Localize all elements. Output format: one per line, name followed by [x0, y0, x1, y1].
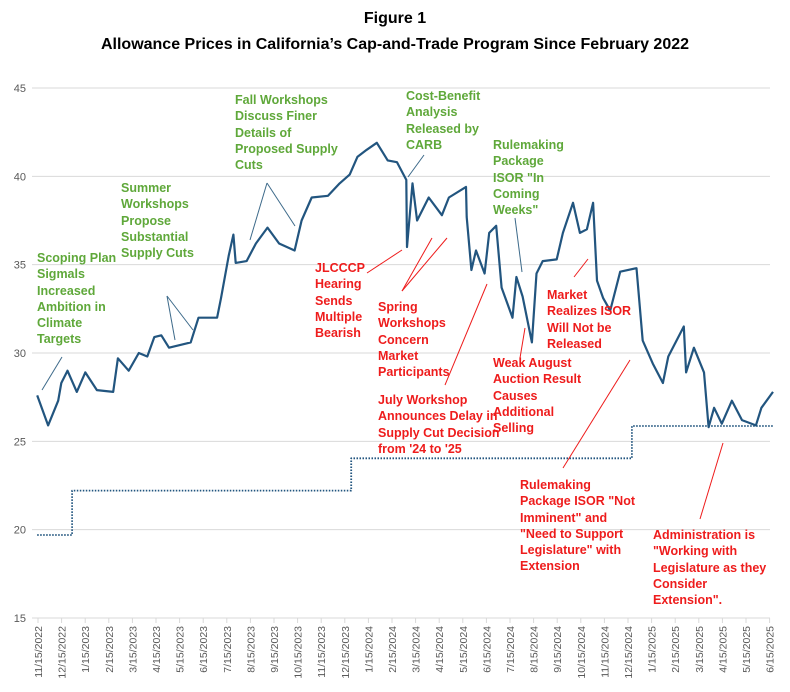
x-tick-label: 11/15/2023 — [316, 626, 328, 678]
x-tick-label: 2/15/2025 — [670, 626, 682, 673]
price-floor-line — [37, 425, 773, 536]
arrow-cba — [407, 154, 425, 178]
x-tick-label: 5/15/2024 — [458, 626, 470, 673]
price-line — [36, 141, 774, 429]
series-group — [36, 141, 774, 536]
y-tick-label: 40 — [14, 171, 26, 183]
arrow-summer-2 — [166, 295, 194, 331]
arrow-fall-1 — [249, 182, 268, 241]
x-tick-label: 3/15/2024 — [411, 626, 423, 673]
annotation-scoping-plan: Scoping Plan Sigmals Increased Ambition … — [37, 251, 117, 347]
x-tick-label: 12/15/2024 — [623, 626, 635, 679]
arrow-isor-not-imminent — [562, 359, 631, 469]
x-tick-label: 11/15/2022 — [33, 626, 45, 678]
x-tick-label: 1/15/2025 — [647, 626, 659, 673]
x-tick-label: 3/15/2023 — [127, 626, 139, 673]
annotation-summer-workshops: Summer Workshops Propose Substantial Sup… — [121, 181, 194, 261]
y-tick-label: 45 — [14, 83, 26, 95]
gridlines — [32, 87, 770, 619]
arrow-spring-1 — [401, 237, 433, 292]
x-tick-label: 1/15/2024 — [363, 626, 375, 673]
arrow-spring-2 — [401, 237, 448, 292]
x-tick-label: 6/15/2025 — [765, 626, 777, 673]
annotation-weak-august: Weak August Auction Result Causes Additi… — [493, 356, 582, 436]
annotation-isor-not-imminent: Rulemaking Package ISOR "Not Imminent" a… — [520, 478, 635, 574]
x-tick-label: 10/15/2023 — [293, 626, 305, 679]
arrow-market-realizes — [573, 258, 589, 278]
annotation-isor-coming: Rulemaking Package ISOR "In Coming Weeks… — [493, 138, 564, 218]
annotation-july-workshop: July Workshop Announces Delay in Supply … — [378, 393, 500, 456]
y-tick-label: 30 — [14, 348, 26, 360]
x-tick-label: 9/15/2023 — [269, 626, 281, 673]
arrow-fall-2 — [266, 182, 296, 227]
annotation-market-realizes: Market Realizes ISOR Will Not be Release… — [547, 288, 632, 351]
arrow-administration — [699, 442, 724, 520]
arrow-isor-coming — [514, 217, 523, 273]
x-tick-label: 9/15/2024 — [552, 626, 564, 673]
x-tick-label: 8/15/2024 — [529, 626, 541, 673]
arrow-summer-1 — [166, 295, 176, 341]
x-tick-label: 4/15/2024 — [434, 626, 446, 673]
x-tick-label: 1/15/2023 — [80, 626, 92, 673]
arrow-weak-august — [519, 327, 526, 359]
x-tick-label: 8/15/2023 — [245, 626, 257, 673]
x-tick-label: 12/15/2023 — [340, 626, 352, 679]
x-tick-label: 7/15/2024 — [505, 626, 517, 673]
arrow-july — [444, 283, 488, 386]
x-tick-label: 2/15/2024 — [387, 626, 399, 673]
x-tick-label: 12/15/2022 — [57, 626, 69, 679]
annotation-fall-workshops: Fall Workshops Discuss Finer Details of … — [235, 93, 338, 173]
y-tick-label: 15 — [14, 613, 26, 625]
arrow-jlcccp — [366, 249, 403, 274]
y-tick-label: 25 — [14, 436, 26, 448]
x-tick-label: 5/15/2023 — [175, 626, 187, 673]
x-tick-label: 11/15/2024 — [599, 626, 611, 678]
chart-title: Allowance Prices in California’s Cap-and… — [100, 36, 690, 53]
arrow-scoping — [41, 356, 63, 391]
x-tick-label: 7/15/2023 — [222, 626, 234, 673]
x-tick-label: 4/15/2025 — [717, 626, 729, 673]
x-axis-ticks: 11/15/2022 12/15/2022 1/15/2023 2/15/2023 3/… — [33, 618, 777, 679]
x-tick-label: 10/15/2024 — [576, 626, 588, 679]
x-tick-label: 2/15/2023 — [104, 626, 116, 673]
annotation-administration: Administration is "Working with Legislat… — [653, 528, 767, 608]
x-tick-label: 6/15/2024 — [481, 626, 493, 673]
annotation-spring-workshops: Spring Workshops Concern Market Particip… — [378, 300, 450, 380]
x-tick-label: 3/15/2025 — [694, 626, 706, 673]
x-tick-label: 4/15/2023 — [151, 626, 163, 673]
y-tick-label: 35 — [14, 260, 26, 272]
annotation-jlcccp: JLCCCP Hearing Sends Multiple Bearish — [315, 261, 366, 341]
x-tick-label: 6/15/2023 — [198, 626, 210, 673]
y-tick-label: 20 — [14, 525, 26, 537]
annotation-cost-benefit: Cost-Benefit Analysis Released by CARB — [406, 89, 481, 152]
annotation-arrows — [41, 154, 724, 520]
figure-label: Figure 1 — [363, 10, 427, 27]
y-axis-ticks: 15 20 25 30 35 40 45 — [14, 83, 26, 625]
x-tick-label: 5/15/2025 — [741, 626, 753, 673]
